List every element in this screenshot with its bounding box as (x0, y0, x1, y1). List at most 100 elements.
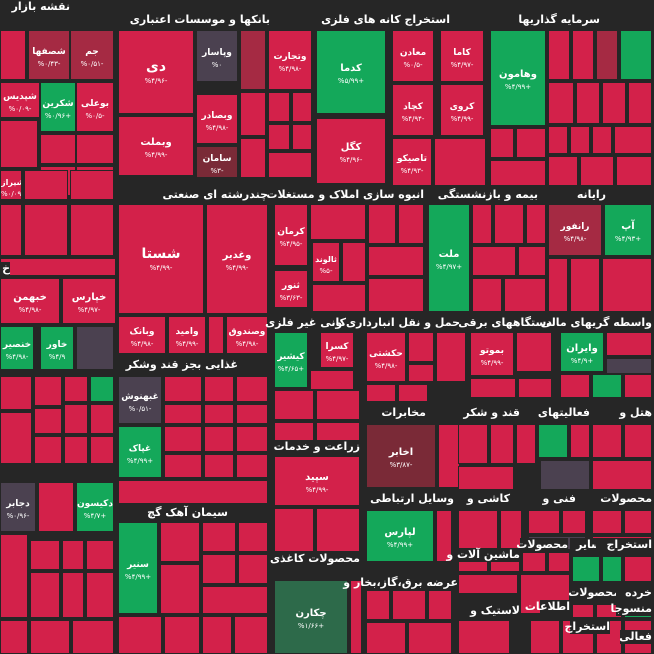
stock-tile[interactable] (274, 390, 314, 420)
stock-tile[interactable] (624, 424, 652, 458)
stock-tile[interactable] (316, 390, 360, 420)
stock-tile[interactable] (472, 246, 516, 276)
stock-tile[interactable] (312, 284, 366, 312)
stock-tile[interactable]: تاصیکو %۴/۹۳- (392, 138, 432, 186)
stock-tile[interactable] (572, 556, 600, 582)
stock-tile[interactable]: وایران %۴/۹+ (560, 332, 604, 372)
stock-tile[interactable]: وامید %۴/۹۹- (168, 316, 206, 354)
stock-tile[interactable]: کدما %۵/۹۹+ (316, 30, 386, 114)
stock-tile[interactable]: خاور %۴/۹ (40, 326, 74, 370)
stock-tile[interactable] (624, 556, 652, 582)
stock-tile[interactable]: کگل %۴/۹۶- (316, 118, 386, 184)
stock-tile[interactable] (204, 454, 234, 478)
stock-tile[interactable] (274, 508, 314, 552)
stock-tile[interactable] (398, 204, 424, 244)
stock-tile[interactable] (616, 156, 652, 186)
stock-tile[interactable] (572, 30, 594, 80)
stock-tile[interactable]: وصندوق %۴/۹۸- (226, 316, 268, 354)
stock-tile[interactable] (64, 376, 88, 402)
stock-tile[interactable] (234, 616, 268, 654)
stock-tile[interactable] (408, 332, 434, 362)
stock-tile[interactable] (76, 134, 114, 164)
stock-tile[interactable]: ثنور %۳/۶۳- (274, 270, 308, 308)
stock-tile[interactable] (240, 30, 266, 90)
stock-tile[interactable] (350, 580, 362, 654)
stock-tile[interactable] (34, 408, 62, 434)
stock-tile[interactable]: جم %۰/۵۱- (70, 30, 114, 80)
stock-tile[interactable]: وهامون %۴/۹۹+ (490, 30, 546, 126)
stock-tile[interactable] (164, 426, 202, 452)
stock-tile[interactable]: کچاد %۴/۹۴- (392, 84, 434, 136)
stock-tile[interactable] (240, 138, 266, 178)
stock-tile[interactable] (470, 378, 516, 398)
stock-tile[interactable] (90, 436, 114, 464)
stock-tile[interactable] (30, 572, 60, 618)
stock-tile[interactable] (34, 376, 62, 406)
stock-tile[interactable] (0, 30, 26, 80)
stock-tile[interactable] (0, 204, 22, 256)
stock-tile[interactable] (64, 436, 88, 464)
stock-tile[interactable] (240, 92, 266, 136)
stock-tile[interactable] (0, 412, 32, 464)
stock-tile[interactable] (0, 376, 32, 410)
stock-tile[interactable] (562, 510, 586, 534)
stock-tile[interactable] (236, 426, 268, 452)
stock-tile[interactable] (236, 454, 268, 478)
stock-tile[interactable] (458, 620, 510, 654)
stock-tile[interactable] (540, 460, 590, 490)
stock-tile[interactable]: شیراز %۰/۰۹- (0, 170, 22, 200)
stock-tile[interactable]: وپاسار %۰ (196, 30, 238, 82)
stock-tile[interactable] (342, 242, 366, 282)
stock-tile[interactable] (528, 510, 560, 534)
stock-tile[interactable] (408, 364, 434, 382)
stock-tile[interactable] (202, 522, 236, 552)
stock-tile[interactable] (268, 92, 290, 122)
stock-tile[interactable] (490, 160, 546, 186)
stock-tile[interactable]: رانفور %۴/۹۸- (548, 204, 602, 256)
stock-tile[interactable] (164, 404, 202, 424)
stock-tile[interactable] (458, 574, 518, 594)
stock-tile[interactable] (516, 332, 552, 372)
stock-tile[interactable] (310, 204, 366, 240)
stock-tile[interactable] (164, 454, 202, 478)
stock-tile[interactable]: کیشیر %۴/۶۵+ (274, 332, 308, 388)
stock-tile[interactable]: آپ %۴/۹۳+ (604, 204, 652, 256)
stock-tile[interactable] (436, 510, 452, 562)
stock-tile[interactable] (366, 384, 396, 402)
stock-tile[interactable] (580, 156, 614, 186)
stock-tile[interactable] (592, 460, 652, 490)
stock-tile[interactable] (236, 376, 268, 402)
stock-tile[interactable] (30, 540, 60, 570)
stock-tile[interactable] (526, 204, 546, 244)
stock-tile[interactable] (620, 30, 652, 80)
stock-tile[interactable] (268, 124, 290, 150)
stock-tile[interactable] (160, 522, 200, 562)
stock-tile[interactable]: چکارن %۱/۶۶+ (274, 580, 348, 654)
stock-tile[interactable] (238, 554, 268, 584)
stock-tile[interactable] (538, 424, 568, 458)
stock-tile[interactable] (316, 508, 360, 552)
stock-tile[interactable] (204, 404, 234, 424)
stock-tile[interactable] (62, 540, 84, 570)
stock-tile[interactable] (576, 82, 600, 124)
stock-tile[interactable] (602, 82, 626, 124)
stock-tile[interactable] (24, 204, 68, 256)
stock-tile[interactable] (292, 124, 312, 150)
stock-tile[interactable] (0, 620, 28, 654)
stock-tile[interactable] (628, 82, 652, 124)
stock-tile[interactable] (438, 424, 460, 488)
stock-tile[interactable]: کسرا %۴/۹۷- (320, 332, 354, 368)
stock-tile[interactable] (592, 424, 622, 458)
stock-tile[interactable] (490, 424, 514, 464)
stock-tile[interactable]: حکشتی %۴/۹۸- (366, 332, 406, 382)
stock-tile[interactable] (458, 424, 488, 464)
stock-tile[interactable]: دی %۴/۹۶- (118, 30, 194, 114)
stock-tile[interactable]: وغدیر %۴/۹۹- (206, 204, 268, 314)
stock-tile[interactable]: ملت %۴/۹۷+ (428, 204, 470, 312)
stock-tile[interactable]: ثالوند %۵- (312, 242, 340, 282)
stock-tile[interactable] (494, 204, 524, 244)
stock-tile[interactable]: معادن %۰/۵- (392, 30, 434, 82)
stock-tile[interactable]: وتجارت %۴/۹۸- (268, 30, 312, 90)
stock-tile[interactable] (292, 92, 312, 122)
stock-tile[interactable] (548, 258, 568, 312)
